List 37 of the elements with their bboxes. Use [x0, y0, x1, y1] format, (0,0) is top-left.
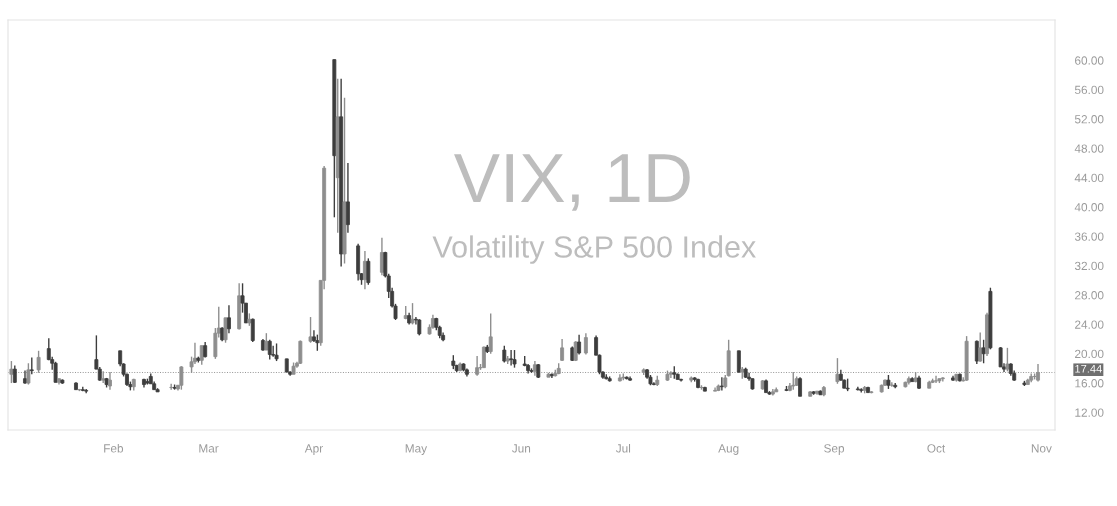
x-tick-label: Jul [615, 443, 631, 453]
y-tick-label: 60.00 [1075, 56, 1104, 65]
x-tick-label: Apr [304, 444, 323, 455]
candlestick [798, 376, 802, 397]
y-tick-label: 32.00 [1074, 261, 1104, 271]
y-tick-label: 16.00 [1075, 379, 1104, 388]
y-tick-label: 52.00 [1074, 115, 1104, 124]
x-tick-label: Oct [927, 444, 946, 453]
candlestick [736, 350, 741, 374]
x-tick-label: Feb [104, 443, 124, 453]
x-tick-label: May [405, 444, 428, 455]
x-tick-label: Jun [511, 444, 531, 453]
y-tick-label: 56.00 [1074, 85, 1104, 95]
candlestick [271, 344, 276, 358]
candlestick [366, 257, 371, 286]
x-tick-label: Aug [718, 444, 739, 455]
y-tick-label: 24.00 [1075, 320, 1104, 329]
candlestick [227, 304, 231, 334]
candlestick [981, 339, 986, 364]
y-tick-label: 44.00 [1074, 173, 1104, 183]
y-tick-label: 36.00 [1074, 232, 1104, 241]
text: VIX, 1D [454, 154, 690, 211]
x-tick-label: Nov [1031, 444, 1052, 453]
candlestick [267, 339, 272, 361]
ref-line-label: 17.44 [1075, 364, 1102, 373]
x-tick-label: Sep [824, 444, 845, 455]
text: Volatility S&P 500 Index [432, 235, 756, 264]
y-tick-label: 20.00 [1075, 349, 1104, 359]
candlestick [998, 346, 1003, 368]
candlestick [713, 386, 718, 392]
y-tick-label: 12.00 [1075, 408, 1104, 417]
y-tick-label: 40.00 [1074, 203, 1104, 212]
candlestick [934, 375, 938, 384]
y-tick-label: 28.00 [1075, 291, 1104, 300]
x-tick-label: Mar [199, 444, 219, 453]
candlestick [345, 162, 350, 234]
y-tick-label: 48.00 [1074, 144, 1104, 153]
